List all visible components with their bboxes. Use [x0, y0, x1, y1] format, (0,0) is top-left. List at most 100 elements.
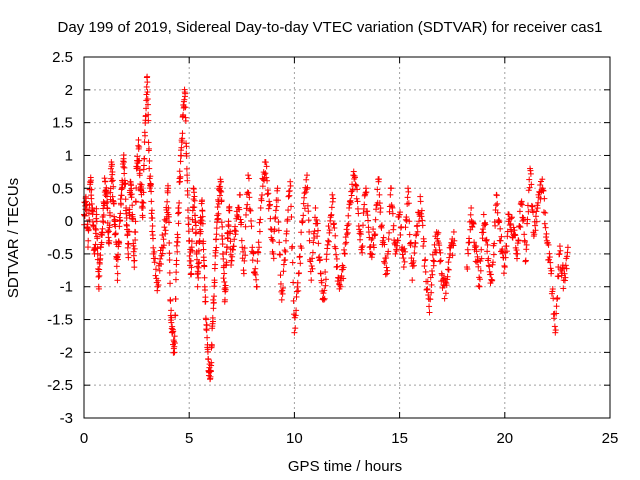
- data-point: [173, 269, 180, 276]
- data-point: [382, 271, 389, 278]
- data-point: [184, 191, 191, 198]
- data-point: [151, 248, 158, 255]
- data-point: [447, 250, 454, 257]
- data-point: [168, 307, 175, 314]
- data-point: [210, 305, 217, 312]
- data-point: [262, 159, 269, 166]
- data-point: [309, 249, 316, 256]
- data-point: [442, 290, 449, 297]
- data-point: [216, 192, 223, 199]
- data-point: [364, 212, 371, 219]
- data-point: [320, 290, 327, 297]
- y-tick-label: -2.5: [47, 377, 73, 394]
- data-point: [192, 222, 199, 229]
- data-point: [146, 145, 153, 152]
- data-point: [117, 210, 124, 217]
- data-point: [135, 136, 142, 143]
- data-point: [244, 189, 251, 196]
- data-point: [564, 244, 571, 251]
- data-point: [145, 117, 152, 124]
- data-point: [345, 212, 352, 219]
- data-point: [288, 203, 295, 210]
- data-point: [480, 229, 487, 236]
- data-point: [275, 227, 282, 234]
- data-point: [94, 235, 101, 242]
- data-point: [171, 333, 178, 340]
- data-point: [508, 215, 515, 222]
- data-point: [418, 207, 425, 214]
- data-point: [334, 263, 341, 270]
- data-point: [96, 272, 103, 279]
- data-point: [212, 261, 219, 268]
- data-point: [209, 318, 216, 325]
- data-point: [246, 194, 253, 201]
- data-point: [146, 165, 153, 172]
- data-point: [191, 204, 198, 211]
- data-point: [293, 293, 300, 300]
- data-point: [562, 274, 569, 281]
- data-point: [323, 251, 330, 258]
- data-point: [545, 241, 552, 248]
- data-point: [175, 220, 182, 227]
- data-point: [490, 251, 497, 258]
- data-point: [476, 276, 483, 283]
- data-point: [357, 231, 364, 238]
- data-point: [257, 204, 264, 211]
- data-point: [404, 194, 411, 201]
- data-point: [475, 263, 482, 270]
- data-point: [415, 218, 422, 225]
- data-point: [94, 245, 101, 252]
- data-point: [158, 261, 165, 268]
- data-point: [166, 250, 173, 257]
- data-point: [540, 187, 547, 194]
- data-point: [183, 165, 190, 172]
- data-point: [439, 272, 446, 279]
- data-point: [247, 207, 254, 214]
- data-point: [115, 251, 122, 258]
- data-point: [272, 207, 279, 214]
- data-point: [367, 250, 374, 257]
- data-point: [548, 267, 555, 274]
- data-point: [238, 237, 245, 244]
- data-point: [88, 200, 95, 207]
- data-point: [167, 297, 174, 304]
- data-point: [426, 309, 433, 316]
- data-point: [212, 249, 219, 256]
- data-series: [81, 73, 571, 383]
- data-point: [534, 205, 541, 212]
- data-point: [414, 228, 421, 235]
- data-point: [114, 277, 121, 284]
- x-tick-label: 20: [496, 430, 513, 447]
- data-point: [359, 249, 366, 256]
- data-point: [280, 284, 287, 291]
- y-tick-label: 0: [65, 213, 73, 230]
- data-point: [196, 237, 203, 244]
- data-point: [122, 180, 129, 187]
- data-point: [429, 271, 436, 278]
- y-tick-label: -3: [60, 410, 73, 427]
- data-point: [492, 202, 499, 209]
- data-point: [93, 218, 100, 225]
- data-point: [354, 198, 361, 205]
- data-point: [523, 241, 530, 248]
- data-point: [105, 228, 112, 235]
- data-point: [545, 256, 552, 263]
- data-point: [237, 191, 244, 198]
- data-point: [402, 224, 409, 231]
- data-point: [113, 263, 120, 270]
- data-point: [491, 240, 498, 247]
- data-point: [173, 257, 180, 264]
- data-point: [263, 163, 270, 170]
- data-point: [302, 189, 309, 196]
- data-point: [309, 265, 316, 272]
- data-point: [144, 73, 151, 80]
- data-point: [121, 164, 128, 171]
- data-point: [494, 200, 501, 207]
- data-point: [522, 257, 529, 264]
- data-point: [541, 220, 548, 227]
- data-point: [82, 206, 89, 213]
- data-point: [533, 208, 540, 215]
- data-point: [437, 257, 444, 264]
- data-point: [521, 231, 528, 238]
